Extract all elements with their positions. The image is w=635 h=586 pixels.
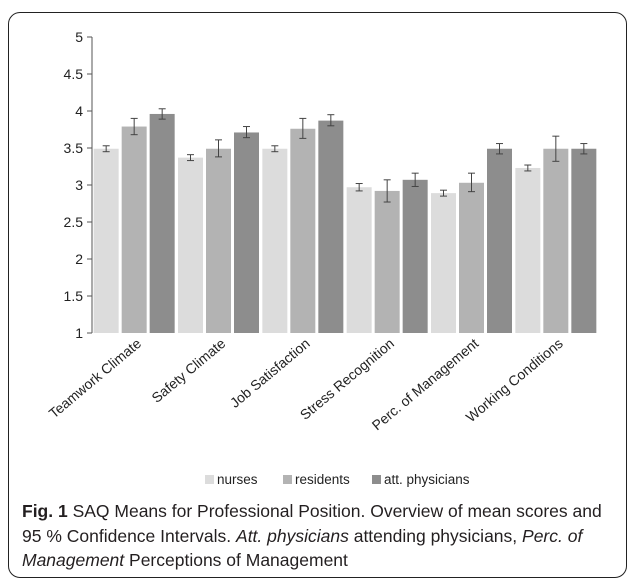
x-tick-label: Job Satisfaction: [227, 335, 313, 411]
error-bars: [102, 108, 588, 203]
y-tick-label: 2: [75, 251, 83, 267]
bar-residents: [206, 148, 231, 333]
caption-abbr-term: Perc. of Management: [22, 525, 583, 571]
legend: nurses residents att. physicians: [205, 472, 470, 487]
bar-residents: [374, 190, 400, 333]
x-tick-label: Teamwork Climate: [46, 335, 145, 421]
bar-residents: [121, 126, 147, 333]
caption-title: SAQ Means for Professional Position. Ove…: [22, 501, 602, 546]
y-tick-label: 2.5: [64, 214, 84, 230]
y-tick-label: 5: [75, 29, 83, 45]
bar-nurses: [93, 148, 119, 333]
y-tick-label: 4.5: [64, 66, 84, 82]
figure-label: Fig. 1: [22, 501, 68, 521]
caption-abbr-term: Att. physicians: [236, 525, 349, 546]
bar-nurses: [431, 193, 456, 333]
bar-nurses: [262, 148, 288, 333]
y-tick-label: 1: [75, 325, 83, 341]
y-tick-label: 4: [75, 103, 83, 119]
bar-att-physicians: [571, 148, 597, 333]
caption-abbr-definition: Perceptions of Management: [124, 550, 348, 570]
figure-caption: Fig. 1 SAQ Means for Professional Positi…: [22, 499, 620, 573]
y-tick-label: 3.5: [64, 140, 84, 156]
figure-frame: [8, 12, 627, 578]
bar-nurses: [178, 157, 203, 333]
legend-swatch: [205, 475, 214, 484]
caption-abbr-definition: attending physicians,: [348, 525, 523, 546]
bar-att-physicians: [487, 148, 512, 333]
bar-residents: [290, 128, 316, 333]
bar-residents: [459, 182, 484, 333]
bar-att-physicians: [402, 179, 428, 333]
bar-chart: 1 1.5 2 2.5 3 3.5 4 4.5 5 Teamwork Climate Safety…: [46, 29, 597, 487]
legend-label: att. physicians: [384, 472, 470, 487]
legend-label: nurses: [217, 472, 258, 487]
bars: [93, 113, 597, 334]
legend-swatch: [372, 475, 381, 484]
y-axis: 1 1.5 2 2.5 3 3.5 4 4.5 5: [64, 29, 93, 341]
y-tick-label: 1.5: [64, 288, 84, 304]
bar-nurses: [515, 167, 541, 333]
bar-att-physicians: [318, 120, 344, 334]
bar-att-physicians: [149, 113, 175, 334]
legend-swatch: [283, 475, 292, 484]
bar-residents: [543, 148, 569, 333]
bar-att-physicians: [234, 132, 259, 333]
x-tick-label: Safety Climate: [148, 335, 228, 406]
legend-label: residents: [295, 472, 350, 487]
y-tick-label: 3: [75, 177, 83, 193]
bar-nurses: [346, 187, 372, 333]
